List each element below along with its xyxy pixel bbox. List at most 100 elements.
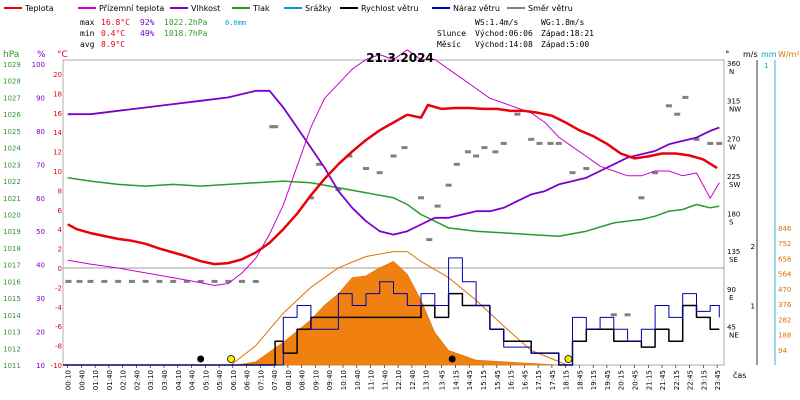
stats-max-rain: 0.0mm — [225, 19, 246, 27]
temperature-tick--10: -10 — [51, 362, 62, 370]
legend-wind-direction-label: Směr větru — [528, 4, 573, 13]
axis-solar: 846 752 658 564 470 376 282 188 94 — [778, 225, 792, 355]
solar-tick-752: 752 — [778, 240, 791, 248]
legend-temperature-label: Teplota — [24, 4, 54, 13]
time-tick-13: 06:40 — [244, 370, 252, 390]
wind-direction-mark-51 — [716, 141, 723, 145]
wind-direction-mark-48 — [682, 95, 689, 99]
temperature-tick-14: 14 — [53, 129, 62, 137]
direction-name-NW: NW — [729, 106, 741, 114]
direction-tick-90: 90 — [727, 286, 736, 294]
time-tick-40: 20:15 — [618, 370, 626, 390]
time-tick-8: 04:10 — [175, 370, 183, 390]
hpa-tick-1020: 1020 — [3, 212, 21, 220]
legend-item-wind-gust: Náraz větru — [432, 4, 500, 13]
wind-direction-mark-41 — [583, 167, 590, 170]
stats-max-press: 1022.2hPa — [164, 18, 208, 27]
legend-ground-temperature-label: Přízemní teplota — [99, 4, 164, 13]
solar-tick-470: 470 — [778, 286, 791, 294]
axis-hpa: 1029 1028 1027 1026 1025 1024 1023 1022 1021 1020… — [3, 61, 21, 370]
wind-direction-mark-2 — [87, 279, 94, 283]
wind-direction-mark-14 — [252, 279, 259, 283]
time-tick-23: 11:40 — [381, 370, 389, 390]
time-tick-19: 09:40 — [326, 370, 334, 390]
info-ws: WS:1.4m/s — [475, 18, 519, 27]
temperature-tick--2: -2 — [55, 284, 62, 292]
solar-tick-188: 188 — [778, 332, 791, 340]
hpa-tick-1012: 1012 — [3, 345, 21, 353]
temperature-tick--6: -6 — [55, 323, 63, 331]
wind-direction-mark-5 — [128, 279, 135, 283]
time-tick-27: 13:45 — [439, 370, 447, 390]
humidity-tick-70: 70 — [36, 161, 45, 169]
chart-title: 21.3.2024 — [366, 51, 434, 65]
solar-tick-846: 846 — [778, 225, 792, 233]
time-tick-30: 15:15 — [480, 370, 488, 390]
time-tick-47: 23:45 — [714, 370, 722, 390]
wind-direction-mark-40 — [569, 171, 576, 175]
time-tick-36: 18:15 — [563, 370, 571, 390]
wind-direction-mark-30 — [464, 150, 471, 154]
wind-direction-mark-17 — [307, 196, 314, 200]
hpa-tick-1011: 1011 — [3, 362, 21, 370]
wind-direction-mark-38 — [547, 141, 554, 145]
pressure-line — [67, 176, 720, 237]
legend-humidity-label: Vlhkost — [191, 4, 220, 13]
direction-name-NE: NE — [729, 331, 739, 339]
info-moonrise: Východ:14:08 — [475, 40, 533, 49]
time-tick-7: 03:40 — [161, 370, 169, 390]
wind-direction-mark-28 — [445, 183, 452, 187]
time-tick-9: 04:40 — [189, 370, 197, 390]
time-tick-5: 02:40 — [133, 370, 141, 390]
humidity-tick-60: 60 — [36, 195, 45, 203]
moon-moonset-marker — [197, 355, 205, 363]
time-tick-46: 23:15 — [700, 370, 708, 390]
temperature-tick-20: 20 — [53, 71, 62, 79]
solar-tick-376: 376 — [778, 301, 792, 309]
direction-tick-225: 225 — [727, 173, 740, 181]
time-tick-43: 21:45 — [659, 370, 667, 390]
legend-item-temperature: Teplota — [4, 4, 54, 13]
wind-direction-mark-24 — [401, 146, 408, 150]
time-tick-15: 07:40 — [271, 370, 279, 390]
wind-direction-mark-12 — [225, 279, 232, 283]
hpa-tick-1028: 1028 — [3, 78, 21, 86]
info-sun-label: Slunce — [437, 29, 466, 38]
wind-direction-mark-26 — [426, 238, 433, 242]
wind-direction-mark-27 — [434, 204, 441, 208]
hpa-tick-1026: 1026 — [3, 111, 21, 119]
hpa-tick-1027: 1027 — [3, 94, 21, 102]
wind-direction-mark-20 — [346, 154, 353, 158]
direction-tick-360: 360 — [727, 60, 740, 68]
time-tick-22: 11:10 — [368, 370, 376, 390]
wind-direction-mark-49 — [693, 137, 700, 141]
solar-tick-282: 282 — [778, 316, 791, 324]
wind-direction-mark-43 — [624, 313, 631, 317]
temperature-line — [67, 103, 718, 266]
temperature-tick-18: 18 — [53, 90, 62, 98]
moon-moonrise-marker — [448, 355, 456, 363]
wind-direction-mark-7 — [156, 279, 163, 283]
time-tick-41: 20:45 — [632, 370, 640, 390]
time-tick-1: 00:40 — [78, 370, 86, 390]
direction-tick-180: 180 — [727, 211, 740, 219]
sun-sunset-marker — [564, 355, 573, 363]
wind-direction-mark-50 — [707, 141, 714, 145]
time-tick-42: 21:15 — [645, 370, 653, 390]
time-tick-4: 02:10 — [120, 370, 128, 390]
time-tick-29: 14:45 — [466, 370, 474, 390]
hpa-unit: hPa — [3, 50, 19, 60]
hpa-tick-1021: 1021 — [3, 195, 21, 203]
wind-direction-mark-8 — [170, 279, 177, 283]
hpa-tick-1025: 1025 — [3, 128, 21, 136]
time-tick-21: 10:40 — [354, 370, 362, 390]
humidity-tick-20: 20 — [36, 329, 45, 337]
direction-tick-270: 270 — [727, 135, 740, 143]
time-tick-28: 14:15 — [453, 370, 461, 390]
time-tick-6: 03:10 — [147, 370, 155, 390]
solar-theoretical-line — [230, 251, 568, 366]
direction-name-SW: SW — [729, 181, 740, 189]
wind-direction-mark-47 — [674, 112, 681, 116]
wind-direction-mark-46 — [665, 104, 672, 108]
